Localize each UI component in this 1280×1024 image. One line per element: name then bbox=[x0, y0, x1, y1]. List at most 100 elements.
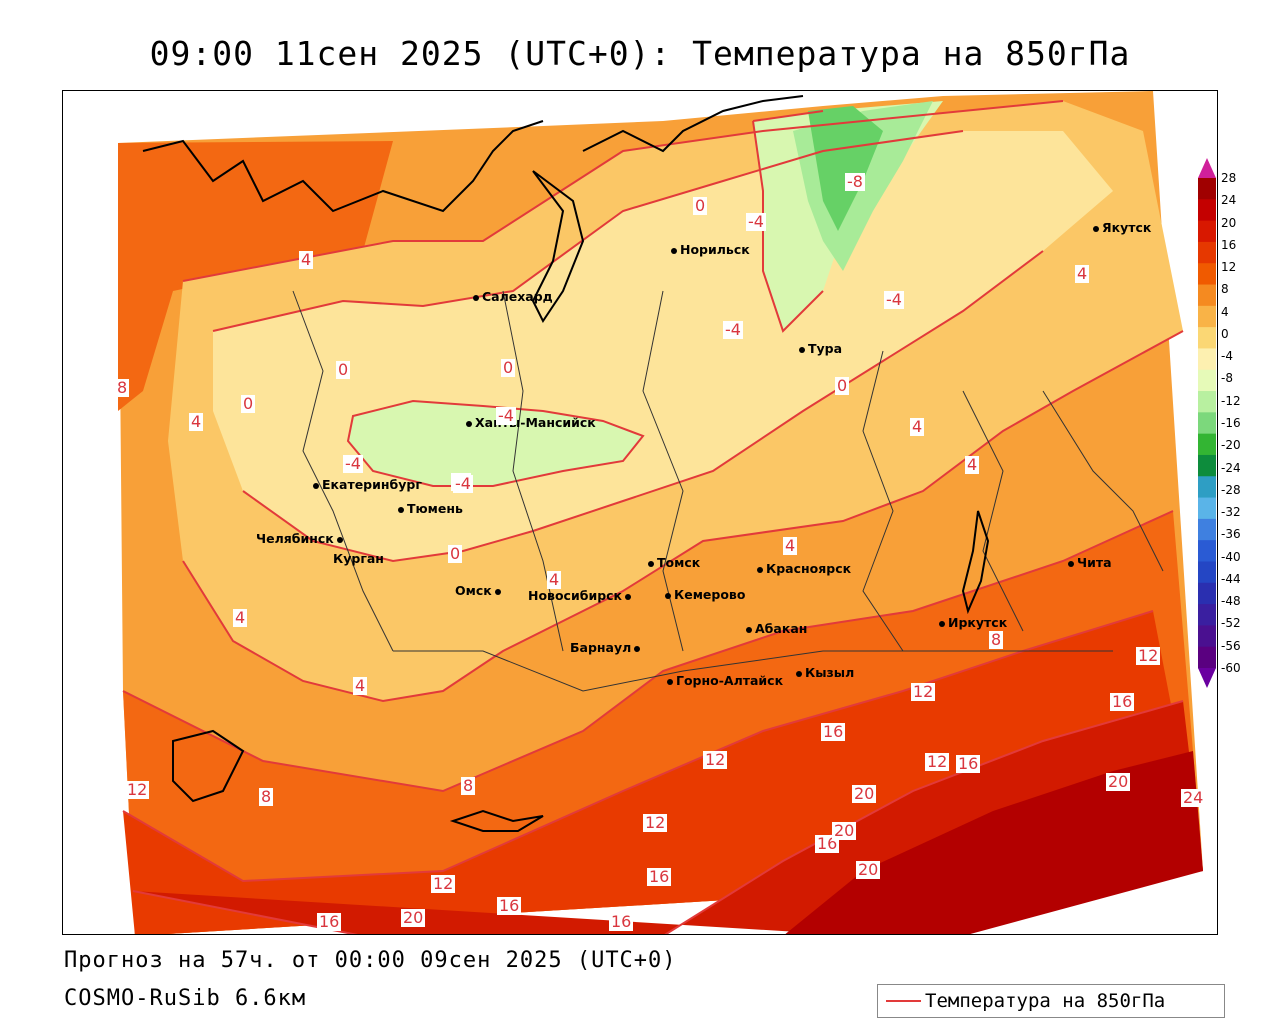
legend-line-swatch bbox=[886, 1000, 921, 1002]
city-dot bbox=[634, 645, 641, 652]
legend-label: Температура на 850гПа bbox=[925, 990, 1166, 1012]
isotherm-label: 8 bbox=[461, 776, 476, 795]
city-dot bbox=[466, 420, 472, 427]
city-dot bbox=[746, 626, 752, 633]
city-dot bbox=[648, 560, 654, 567]
colorbar-swatch bbox=[1198, 433, 1216, 456]
isotherm-label: 4 bbox=[965, 455, 980, 474]
colorbar-swatch bbox=[1198, 540, 1216, 562]
colorbar-swatch bbox=[1198, 241, 1216, 264]
city-novosibirsk: Новосибирск bbox=[528, 588, 634, 603]
isotherm-label: -4 bbox=[884, 290, 904, 309]
city-kemerovo: Кемерово bbox=[665, 587, 745, 602]
legend: Температура на 850гПа bbox=[877, 984, 1225, 1018]
city-irkutsk: Иркутск bbox=[939, 615, 1007, 630]
isotherm-label: 16 bbox=[956, 754, 981, 773]
city-dot bbox=[796, 670, 802, 677]
isotherm-label: 16 bbox=[317, 912, 342, 931]
colorbar-tick-label: 12 bbox=[1221, 260, 1237, 275]
colorbar-swatch bbox=[1198, 646, 1216, 669]
colorbar-swatch bbox=[1198, 284, 1216, 307]
city-krasnoyarsk: Красноярск bbox=[757, 561, 851, 576]
colorbar-swatch bbox=[1198, 604, 1216, 626]
forecast-info: Прогноз на 57ч. от 00:00 09сен 2025 (UTC… bbox=[64, 948, 677, 973]
city-dot bbox=[665, 592, 671, 599]
isotherm-label: 16 bbox=[1110, 692, 1135, 711]
isotherm-label: -4 bbox=[746, 212, 766, 231]
isotherm-label: 12 bbox=[925, 752, 950, 771]
isotherm-label: 12 bbox=[125, 780, 150, 799]
colorbar-tick-label: -40 bbox=[1221, 549, 1241, 564]
city-omsk: Омск bbox=[455, 583, 504, 598]
isotherm-label: -4 bbox=[496, 406, 516, 425]
colorbar-tick-label: -32 bbox=[1221, 505, 1241, 520]
city-abakan: Абакан bbox=[746, 621, 807, 636]
city-dot bbox=[1093, 225, 1099, 232]
isotherm-label: 12 bbox=[911, 682, 936, 701]
city-khanty-mansiysk: Ханты-Мансийск bbox=[466, 415, 596, 430]
colorbar-tick-label: -60 bbox=[1221, 661, 1241, 675]
colorbar-bottom-arrow bbox=[1198, 668, 1216, 688]
colorbar-tick-label: -12 bbox=[1221, 393, 1241, 408]
city-dot bbox=[939, 620, 945, 627]
isotherm-label: 12 bbox=[703, 750, 728, 769]
colorbar-tick-label: 4 bbox=[1221, 304, 1229, 319]
city-dot bbox=[1068, 560, 1074, 567]
model-info: COSMO-RuSib 6.6км bbox=[64, 986, 307, 1011]
city-dot bbox=[667, 678, 673, 685]
isotherm-label: 8 bbox=[115, 378, 130, 397]
colorbar-tick-label: 16 bbox=[1221, 237, 1237, 252]
colorbar-swatch bbox=[1198, 497, 1216, 520]
isotherm-label: 0 bbox=[693, 196, 708, 215]
colorbar-swatch bbox=[1198, 561, 1216, 584]
colorbar-tick-label: -16 bbox=[1221, 416, 1241, 430]
colorbar-swatch bbox=[1198, 348, 1216, 371]
city-gorno-altaysk: Горно-Алтайск bbox=[667, 673, 783, 688]
isotherm-label: 16 bbox=[497, 896, 522, 915]
colorbar-swatch bbox=[1198, 412, 1216, 435]
isotherm-label: 0 bbox=[835, 376, 850, 395]
city-tomsk: Томск bbox=[648, 555, 700, 570]
colorbar-tick-label: -20 bbox=[1221, 438, 1241, 453]
isotherm-label: -8 bbox=[845, 172, 865, 191]
colorbar-tick-label: -52 bbox=[1221, 616, 1241, 631]
isotherm-label: 12 bbox=[1136, 646, 1161, 665]
colorbar-swatch bbox=[1198, 305, 1216, 328]
city-kyzyl: Кызыл bbox=[796, 665, 854, 680]
colorbar-tick-label: -8 bbox=[1221, 371, 1233, 386]
colorbar-swatch bbox=[1198, 391, 1216, 413]
isotherm-label: 8 bbox=[989, 630, 1004, 649]
isotherm-label: 4 bbox=[353, 676, 368, 695]
city-kurgan: Курган bbox=[333, 551, 384, 566]
isotherm-label: 4 bbox=[1075, 264, 1090, 283]
city-dot bbox=[757, 566, 763, 573]
city-dot bbox=[671, 247, 677, 254]
isotherm-label: 16 bbox=[821, 722, 846, 741]
colorbar-tick-label: 0 bbox=[1221, 326, 1229, 341]
colorbar-tick-label: -4 bbox=[1221, 349, 1233, 364]
isotherm-label: 20 bbox=[1106, 772, 1131, 791]
isotherm-label: -4 bbox=[343, 454, 363, 473]
city-dot bbox=[473, 294, 479, 301]
isotherm-label: 20 bbox=[852, 784, 877, 803]
city-chelyabinsk: Челябинск bbox=[256, 531, 346, 546]
city-norilsk: Норильск bbox=[671, 242, 750, 257]
colorbar-tick-label: 8 bbox=[1221, 282, 1229, 297]
colorbar-tick-label: 20 bbox=[1221, 215, 1237, 230]
colorbar-swatch bbox=[1198, 327, 1216, 349]
isotherm-label: 4 bbox=[299, 250, 314, 269]
colorbar-swatch bbox=[1198, 476, 1216, 499]
isotherm-label: 12 bbox=[643, 813, 668, 832]
map-title: 09:00 11сен 2025 (UTC+0): Температура на… bbox=[149, 34, 1131, 73]
colorbar-swatch bbox=[1198, 263, 1216, 286]
field-p12-west bbox=[118, 141, 393, 411]
colorbar-swatch bbox=[1198, 369, 1216, 392]
colorbar-tick-label: 24 bbox=[1221, 193, 1237, 208]
city-dot bbox=[398, 506, 404, 513]
isotherm-label: 0 bbox=[501, 358, 516, 377]
isotherm-label: 0 bbox=[448, 544, 463, 563]
isotherm-label: 16 bbox=[609, 912, 634, 931]
map-canvas bbox=[63, 91, 1217, 934]
colorbar-tick-label: -24 bbox=[1221, 460, 1241, 475]
colorbar-swatch bbox=[1198, 220, 1216, 243]
